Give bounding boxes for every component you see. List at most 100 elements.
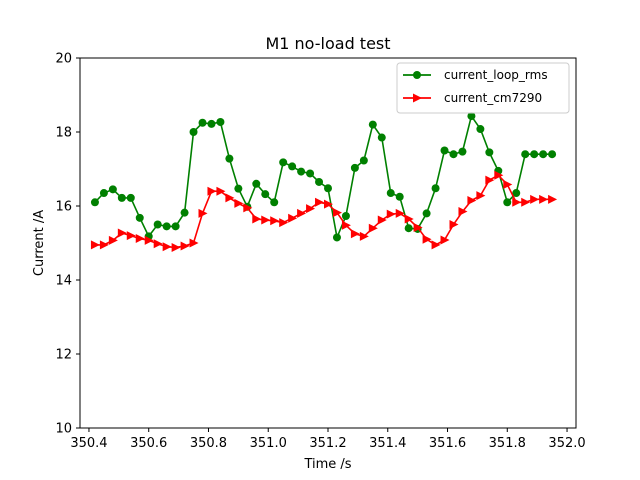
data-point-current-cm7290 bbox=[404, 214, 414, 224]
x-tick-label: 350.4 bbox=[70, 436, 107, 451]
data-point-current-cm7290 bbox=[530, 194, 540, 204]
data-point-current-loop-rms bbox=[324, 184, 332, 193]
data-point-current-cm7290 bbox=[144, 235, 154, 245]
data-point-current-loop-rms bbox=[368, 120, 377, 129]
data-point-current-cm7290 bbox=[332, 208, 342, 218]
data-point-current-loop-rms bbox=[315, 177, 324, 186]
data-point-current-loop-rms bbox=[99, 189, 108, 198]
x-tick-label: 351.0 bbox=[250, 436, 287, 451]
data-point-current-cm7290 bbox=[234, 198, 244, 208]
data-point-current-loop-rms bbox=[377, 133, 386, 142]
data-point-current-loop-rms bbox=[126, 193, 135, 202]
data-point-current-loop-rms bbox=[449, 150, 458, 159]
data-point-current-loop-rms bbox=[521, 150, 530, 159]
data-point-current-cm7290 bbox=[494, 170, 504, 180]
data-point-current-loop-rms bbox=[162, 222, 171, 231]
data-point-current-loop-rms bbox=[279, 158, 288, 167]
legend-marker-current-loop-rms bbox=[413, 71, 421, 79]
data-point-current-cm7290 bbox=[315, 197, 325, 207]
x-tick-label: 350.6 bbox=[130, 436, 167, 451]
data-point-current-loop-rms bbox=[306, 169, 315, 178]
data-point-current-cm7290 bbox=[539, 194, 549, 204]
data-point-current-loop-rms bbox=[234, 184, 243, 193]
data-point-current-loop-rms bbox=[476, 125, 485, 134]
data-point-current-loop-rms bbox=[530, 150, 539, 159]
data-point-current-cm7290 bbox=[503, 180, 513, 190]
x-tick-label: 352.0 bbox=[548, 436, 585, 451]
data-point-current-loop-rms bbox=[252, 179, 261, 188]
data-point-current-loop-rms bbox=[503, 198, 512, 207]
data-point-current-loop-rms bbox=[171, 222, 180, 231]
data-point-current-cm7290 bbox=[261, 215, 271, 225]
data-point-current-loop-rms bbox=[117, 193, 126, 202]
data-point-current-loop-rms bbox=[440, 146, 449, 155]
data-point-current-loop-rms bbox=[332, 233, 341, 242]
data-point-current-cm7290 bbox=[108, 235, 118, 245]
data-point-current-cm7290 bbox=[413, 222, 423, 232]
data-point-current-cm7290 bbox=[422, 234, 432, 244]
data-point-current-loop-rms bbox=[467, 112, 476, 121]
data-point-current-loop-rms bbox=[395, 192, 404, 201]
y-tick-label: 18 bbox=[55, 126, 72, 141]
data-point-current-cm7290 bbox=[548, 194, 558, 204]
data-point-current-cm7290 bbox=[99, 240, 109, 250]
data-point-current-cm7290 bbox=[467, 195, 477, 205]
data-point-current-cm7290 bbox=[368, 223, 378, 233]
data-point-current-loop-rms bbox=[288, 162, 297, 171]
data-point-current-cm7290 bbox=[324, 199, 333, 209]
data-point-current-cm7290 bbox=[449, 220, 459, 229]
data-point-current-cm7290 bbox=[243, 203, 253, 213]
data-point-current-cm7290 bbox=[225, 193, 235, 203]
data-point-current-cm7290 bbox=[297, 208, 307, 218]
data-point-current-cm7290 bbox=[521, 197, 531, 207]
data-point-current-cm7290 bbox=[270, 216, 280, 226]
data-point-current-loop-rms bbox=[431, 184, 440, 193]
x-tick-label: 350.8 bbox=[190, 436, 227, 451]
data-point-current-cm7290 bbox=[216, 186, 226, 196]
data-point-current-loop-rms bbox=[548, 150, 557, 159]
legend: current_loop_rms current_cm7290 bbox=[396, 62, 570, 114]
data-point-current-cm7290 bbox=[440, 235, 450, 245]
data-point-current-cm7290 bbox=[189, 238, 199, 248]
x-tick-label: 351.2 bbox=[309, 436, 346, 451]
data-point-current-loop-rms bbox=[485, 148, 494, 157]
data-point-current-loop-rms bbox=[90, 198, 99, 207]
x-axis-label: Time /s bbox=[303, 457, 351, 472]
plot-content bbox=[90, 112, 558, 252]
data-point-current-cm7290 bbox=[126, 231, 136, 241]
data-point-current-cm7290 bbox=[485, 175, 495, 185]
x-tick-label: 351.8 bbox=[489, 436, 526, 451]
data-point-current-cm7290 bbox=[180, 241, 190, 251]
data-point-current-loop-rms bbox=[539, 150, 548, 159]
data-point-current-cm7290 bbox=[162, 242, 172, 252]
legend-label-current-loop-rms: current_loop_rms bbox=[444, 68, 548, 82]
legend-label-current-cm7290: current_cm7290 bbox=[444, 91, 542, 105]
data-point-current-cm7290 bbox=[171, 242, 181, 252]
data-point-current-loop-rms bbox=[350, 163, 359, 172]
x-axis: 350.4 350.6 350.8 351.0 351.2 351.4 351.6 351.8… bbox=[70, 428, 586, 451]
data-point-current-cm7290 bbox=[341, 220, 351, 230]
y-tick-label: 10 bbox=[55, 422, 72, 437]
data-point-current-cm7290 bbox=[198, 208, 208, 218]
data-point-current-loop-rms bbox=[180, 208, 189, 217]
data-point-current-loop-rms bbox=[386, 189, 395, 198]
data-point-current-cm7290 bbox=[386, 209, 396, 219]
data-point-current-cm7290 bbox=[207, 186, 217, 196]
data-point-current-loop-rms bbox=[341, 211, 350, 220]
data-point-current-cm7290 bbox=[395, 208, 405, 218]
legend-marker-current-cm7290 bbox=[413, 93, 422, 103]
data-point-current-cm7290 bbox=[117, 228, 127, 238]
data-point-current-cm7290 bbox=[350, 229, 360, 239]
data-point-current-loop-rms bbox=[422, 209, 431, 218]
data-point-current-loop-rms bbox=[135, 213, 144, 222]
data-point-current-loop-rms bbox=[153, 220, 162, 229]
data-point-current-loop-rms bbox=[207, 119, 216, 128]
y-tick-label: 20 bbox=[55, 52, 72, 67]
data-point-current-cm7290 bbox=[512, 197, 522, 207]
data-point-current-loop-rms bbox=[108, 185, 117, 194]
data-point-current-cm7290 bbox=[153, 239, 163, 249]
data-point-current-cm7290 bbox=[252, 214, 262, 224]
data-point-current-cm7290 bbox=[135, 234, 145, 244]
data-point-current-cm7290 bbox=[359, 231, 369, 241]
x-tick-label: 351.4 bbox=[369, 436, 406, 451]
